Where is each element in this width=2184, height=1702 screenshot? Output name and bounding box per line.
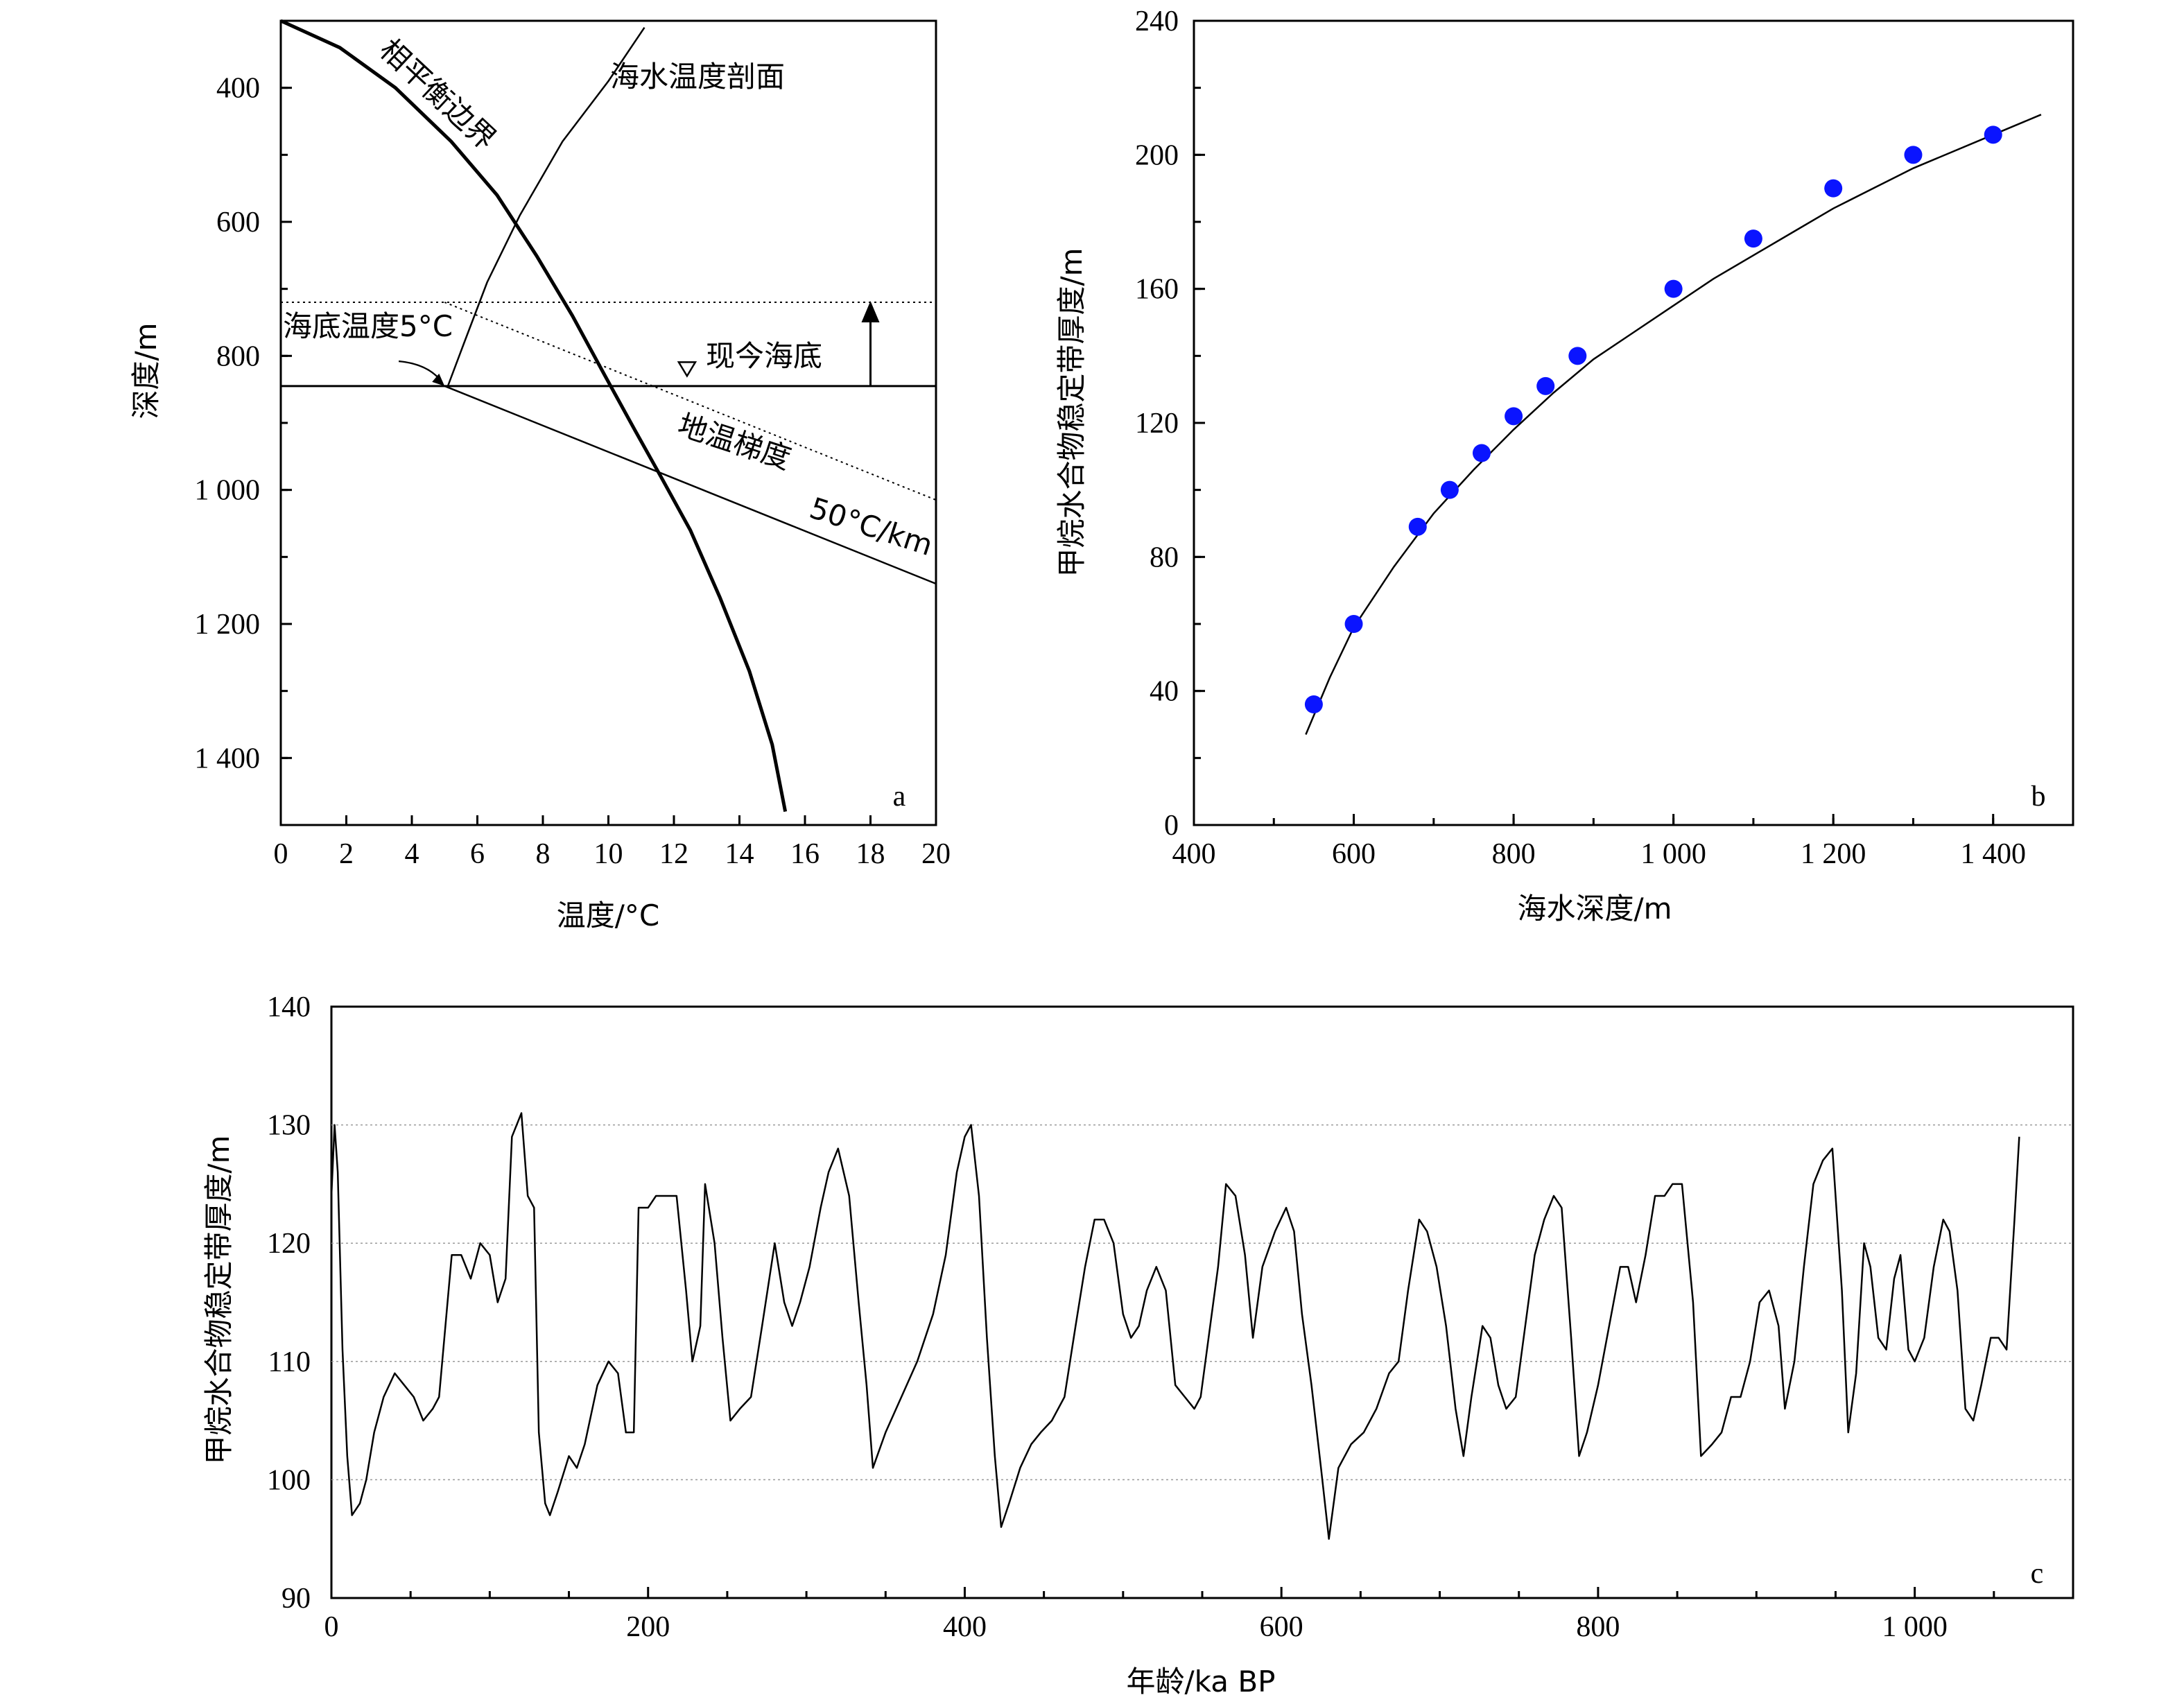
panel-a-x-tick-label: 4 <box>405 838 419 870</box>
panel-a-ticks: 0 2 4 6 8 10 12 14 16 18 20 400 600 800 1 000 1 200 1 40… <box>195 19 951 870</box>
panel-a-x-tick-label: 0 <box>274 838 288 870</box>
panel-b-x-axis-title: 海水深度/m <box>1517 892 1672 926</box>
data-point <box>1536 376 1555 395</box>
panel-c-y-tick-label: 100 <box>267 1464 311 1496</box>
panel-c-frame <box>330 1005 2074 1599</box>
data-point <box>1664 279 1683 298</box>
panel-b-y-tick-label: 120 <box>1135 408 1179 440</box>
panel-c-x-tick-label: 1 000 <box>1882 1611 1948 1643</box>
panel-c-x-tick-label: 400 <box>943 1611 987 1643</box>
data-point <box>1568 347 1587 365</box>
panel-c-age-thickness-chart: 90 100 110 120 130 140 0 200 400 600 800 1 000 年龄/k… <box>202 991 2074 1699</box>
panel-b-x-tick-label: 400 <box>1172 838 1216 870</box>
panel-b-ticks: 400 600 800 1 000 1 200 1 400 0 40 80 120 160 200 24… <box>1135 6 2074 870</box>
panel-c-y-tick-label: 90 <box>281 1583 311 1615</box>
annotation-phase-boundary: 相平衡边界 <box>373 32 503 156</box>
panel-c-y-tick-label: 130 <box>267 1110 311 1142</box>
panel-b-y-tick-label: 80 <box>1150 541 1179 573</box>
panel-a-x-tick-label: 14 <box>725 838 754 870</box>
panel-a-y-tick-label: 1 000 <box>195 475 261 507</box>
panel-a-x-tick-label: 8 <box>536 838 551 870</box>
annotation-water-profile: 海水温度剖面 <box>610 60 785 94</box>
fit-curve <box>1305 114 2042 735</box>
panel-a-x-tick-label: 18 <box>856 838 885 870</box>
data-point <box>1904 146 1923 164</box>
data-point <box>1344 615 1363 633</box>
panel-b-y-tick-label: 240 <box>1135 6 1179 37</box>
panel-b-x-tick-label: 1 000 <box>1640 838 1706 870</box>
phase-boundary-curve <box>279 19 788 813</box>
panel-b-y-tick-label: 200 <box>1135 139 1179 171</box>
seafloor-temperature-leader-head <box>432 373 445 386</box>
panel-c-y-tick-label: 110 <box>268 1346 311 1378</box>
panel-a-temperature-depth-chart: 0 2 4 6 8 10 12 14 16 18 20 400 600 800 1 000 1 200 1 40… <box>129 19 951 932</box>
data-point <box>1472 444 1491 462</box>
panel-b-plot <box>1304 114 2042 735</box>
panel-a-letter: a <box>893 781 906 813</box>
panel-c-y-tick-label: 140 <box>267 991 311 1023</box>
panel-a-y-tick-label: 600 <box>216 207 260 238</box>
panel-a-y-tick-label: 1 400 <box>195 743 261 774</box>
panel-c-ticks: 90 100 110 120 130 140 0 200 400 600 800 1 000 <box>267 991 2074 1643</box>
panel-c-plot <box>330 1112 2020 1540</box>
panel-c-letter: c <box>2031 1558 2044 1590</box>
panel-c-y-axis-title: 甲烷水合物稳定带厚度/m <box>202 1135 236 1464</box>
past-gradient-dotted-line <box>444 302 937 501</box>
seafloor-marker-triangle <box>677 361 697 378</box>
water-temperature-profile <box>447 26 645 387</box>
data-point <box>1744 229 1762 248</box>
panel-a-x-tick-label: 6 <box>470 838 485 870</box>
panel-c-x-axis-title: 年龄/ka BP <box>1127 1665 1276 1699</box>
panel-c-y-tick-label: 120 <box>267 1228 311 1260</box>
panel-b-x-tick-label: 1 400 <box>1960 838 2026 870</box>
annotation-seafloor-temperature: 海底温度5°C <box>283 309 453 343</box>
panel-c-x-tick-label: 0 <box>324 1611 339 1643</box>
panel-a-y-tick-label: 400 <box>216 73 260 105</box>
annotation-present-seafloor: 现今海底 <box>706 339 822 373</box>
panel-b-y-tick-label: 160 <box>1135 274 1179 306</box>
panel-a-x-tick-label: 16 <box>790 838 820 870</box>
panel-b-x-tick-label: 800 <box>1492 838 1536 870</box>
thickness-time-series <box>330 1112 2020 1540</box>
panel-b-y-tick-label: 40 <box>1150 676 1179 708</box>
annotation-geothermal-gradient: 地温梯度 <box>674 408 795 476</box>
panel-a-y-axis-title: 深度/m <box>129 322 163 419</box>
sea-level-rise-arrow-head <box>861 301 880 322</box>
panel-c-x-tick-label: 200 <box>626 1611 670 1643</box>
geothermal-gradient-line <box>444 385 937 585</box>
panel-a-frame <box>279 19 937 826</box>
panel-b-y-tick-label: 0 <box>1164 810 1179 842</box>
panel-b-letter: b <box>2031 781 2046 813</box>
panel-a-lines <box>279 19 937 813</box>
panel-b-x-tick-label: 600 <box>1332 838 1376 870</box>
panel-a-x-tick-label: 10 <box>594 838 623 870</box>
panel-a-y-tick-label: 800 <box>216 340 260 372</box>
panel-a-x-tick-label: 2 <box>339 838 354 870</box>
panel-c-x-tick-label: 600 <box>1260 1611 1303 1643</box>
panel-b-frame <box>1193 19 2074 826</box>
panel-b-y-axis-title: 甲烷水合物稳定带厚度/m <box>1055 248 1089 577</box>
panel-b-depth-thickness-chart: 400 600 800 1 000 1 200 1 400 0 40 80 120 160 200 24… <box>1055 6 2074 926</box>
data-point <box>1440 480 1459 499</box>
panel-a-x-tick-label: 12 <box>659 838 688 870</box>
panel-c-x-tick-label: 800 <box>1576 1611 1620 1643</box>
panel-b-x-tick-label: 1 200 <box>1801 838 1866 870</box>
annotation-gradient-value: 50°C/km <box>806 491 937 562</box>
data-point <box>1408 517 1427 536</box>
panel-c-gridlines <box>331 1124 2073 1481</box>
data-point <box>1984 125 2002 144</box>
data-point <box>1505 407 1523 426</box>
data-point <box>1824 179 1843 198</box>
panel-a-y-tick-label: 1 200 <box>195 609 261 641</box>
panel-a-x-axis-title: 温度/°C <box>557 898 659 932</box>
data-point <box>1304 695 1323 713</box>
panel-a-x-tick-label: 20 <box>921 838 951 870</box>
